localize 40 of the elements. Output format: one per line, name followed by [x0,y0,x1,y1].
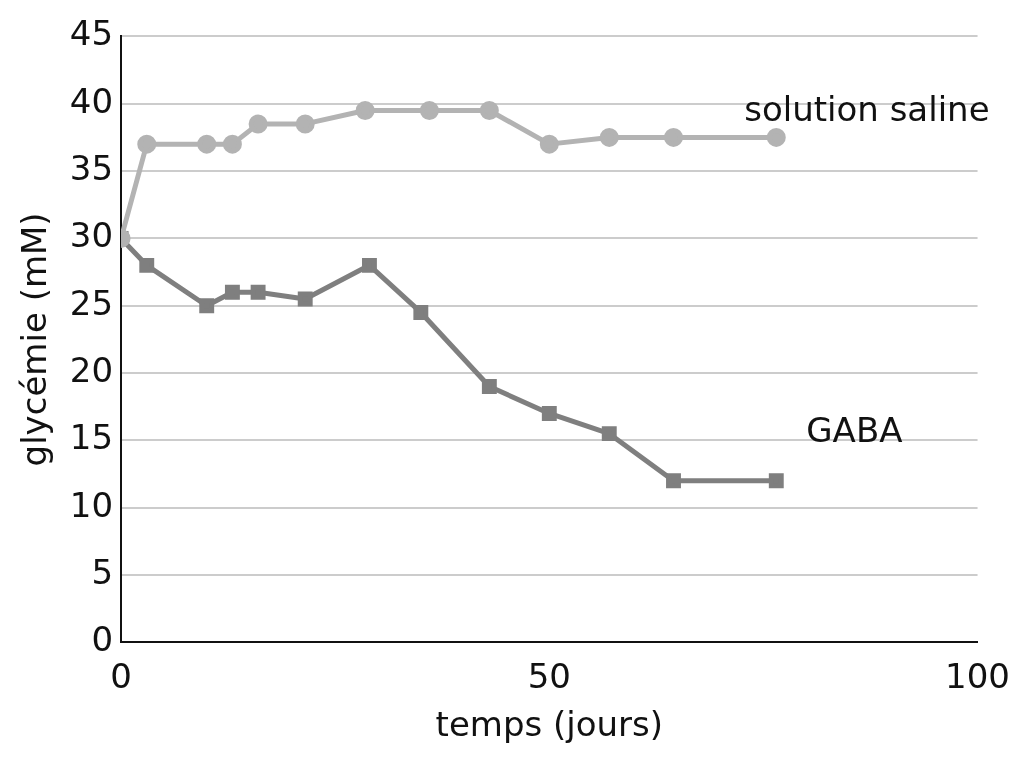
point [479,100,499,120]
point [541,406,557,421]
point [419,100,439,120]
point [664,127,683,147]
series-label: solution saline [744,89,990,130]
point [768,473,784,489]
point [766,127,786,147]
point [295,114,315,134]
y-tick-label: 45 [69,13,114,54]
y-axis-title: glycémie (mM) [14,212,55,467]
y-tick-label: 15 [69,417,114,458]
point [197,134,217,154]
point [250,284,266,300]
series-label: GABA [806,409,903,450]
x-tick-label: 100 [945,655,1011,696]
y-tick-label: 25 [69,282,114,323]
point [139,257,155,273]
y-tick-label: 35 [69,147,114,188]
y-tick-label: 30 [69,215,114,256]
point [224,284,240,300]
point [599,127,619,147]
y-tick-label: 10 [69,484,114,525]
point [666,473,681,489]
point [222,134,242,154]
point [539,134,559,154]
y-tick-label: 20 [69,349,114,390]
point [413,305,429,320]
point [481,379,497,394]
point [362,257,377,273]
point [355,100,375,120]
y-tick-label: 5 [91,551,114,592]
x-tick-label: 50 [527,655,571,696]
point [297,291,313,307]
point [248,114,268,134]
point [601,426,617,442]
point [199,298,215,314]
x-axis-title: temps (jours) [435,704,664,745]
y-tick-label: 40 [69,80,114,121]
point [137,134,157,154]
y-tick-label: 0 [91,619,114,660]
